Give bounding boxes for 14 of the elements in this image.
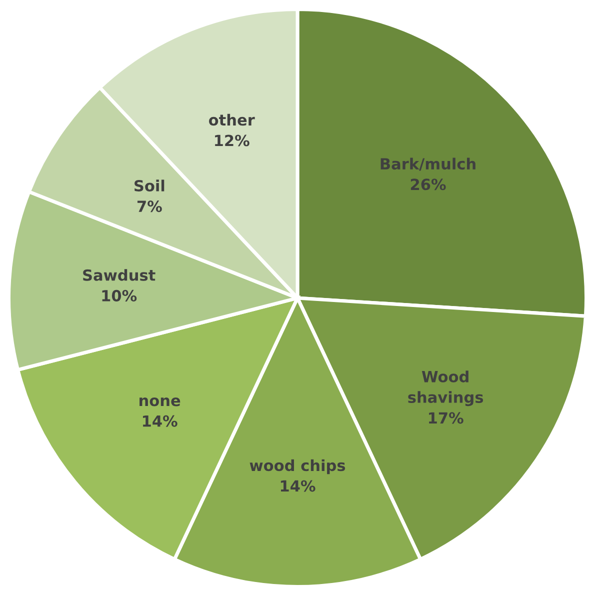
slice-label: none <box>140 397 180 406</box>
data-label: 26% <box>410 178 446 190</box>
slice-label: wood chips <box>250 459 346 474</box>
data-label: 17% <box>429 412 464 424</box>
slice-label: Wood shavings <box>408 370 484 406</box>
data-label: 14% <box>280 480 316 492</box>
data-label: 10% <box>102 290 137 302</box>
slice-label: Soil <box>134 180 164 192</box>
data-label: 14% <box>143 415 178 427</box>
slice-label: Sawdust <box>83 269 156 281</box>
slice-label: Bark/mulch <box>380 158 476 171</box>
data-label: 12% <box>215 134 250 146</box>
data-label: 7% <box>137 200 162 212</box>
slice-label: other <box>208 114 255 126</box>
